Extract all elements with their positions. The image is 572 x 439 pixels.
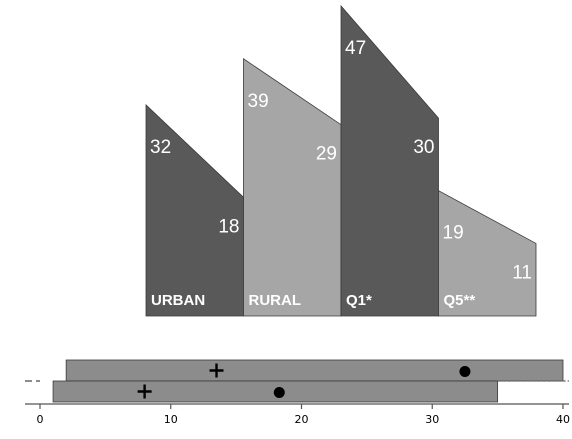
category-label: URBAN <box>151 292 205 309</box>
value-label-start: 19 <box>443 223 464 244</box>
value-label-end: 18 <box>218 216 239 237</box>
plus-marker <box>137 384 152 399</box>
value-label-start: 32 <box>150 137 171 158</box>
x-tick-label: 0 <box>37 413 44 426</box>
x-tick-label: 10 <box>164 413 178 426</box>
slanted-block-chart: 32 18 URBAN 39 29 RURAL 47 30 Q1* 19 11 Q5** <box>145 4 537 317</box>
category-label: Q5** <box>444 292 476 309</box>
value-label-end: 29 <box>316 144 337 165</box>
plus-marker <box>209 363 224 378</box>
category-label: Q1* <box>346 292 372 309</box>
category-label: RURAL <box>249 292 302 309</box>
range-bar-1 <box>65 359 564 382</box>
dot-marker <box>273 387 285 398</box>
dot-marker <box>459 366 471 377</box>
value-label-end: 30 <box>413 137 434 158</box>
x-tick-label: 20 <box>295 413 309 426</box>
block-4 <box>438 190 537 317</box>
block-3 <box>340 4 439 317</box>
value-label-end: 11 <box>512 262 532 283</box>
x-tick-label: 40 <box>556 413 570 426</box>
x-tick-label: 30 <box>425 413 439 426</box>
range-bar-chart: 0 10 20 30 40 <box>25 359 570 426</box>
value-label-start: 39 <box>248 91 269 112</box>
value-label-start: 47 <box>345 38 366 59</box>
